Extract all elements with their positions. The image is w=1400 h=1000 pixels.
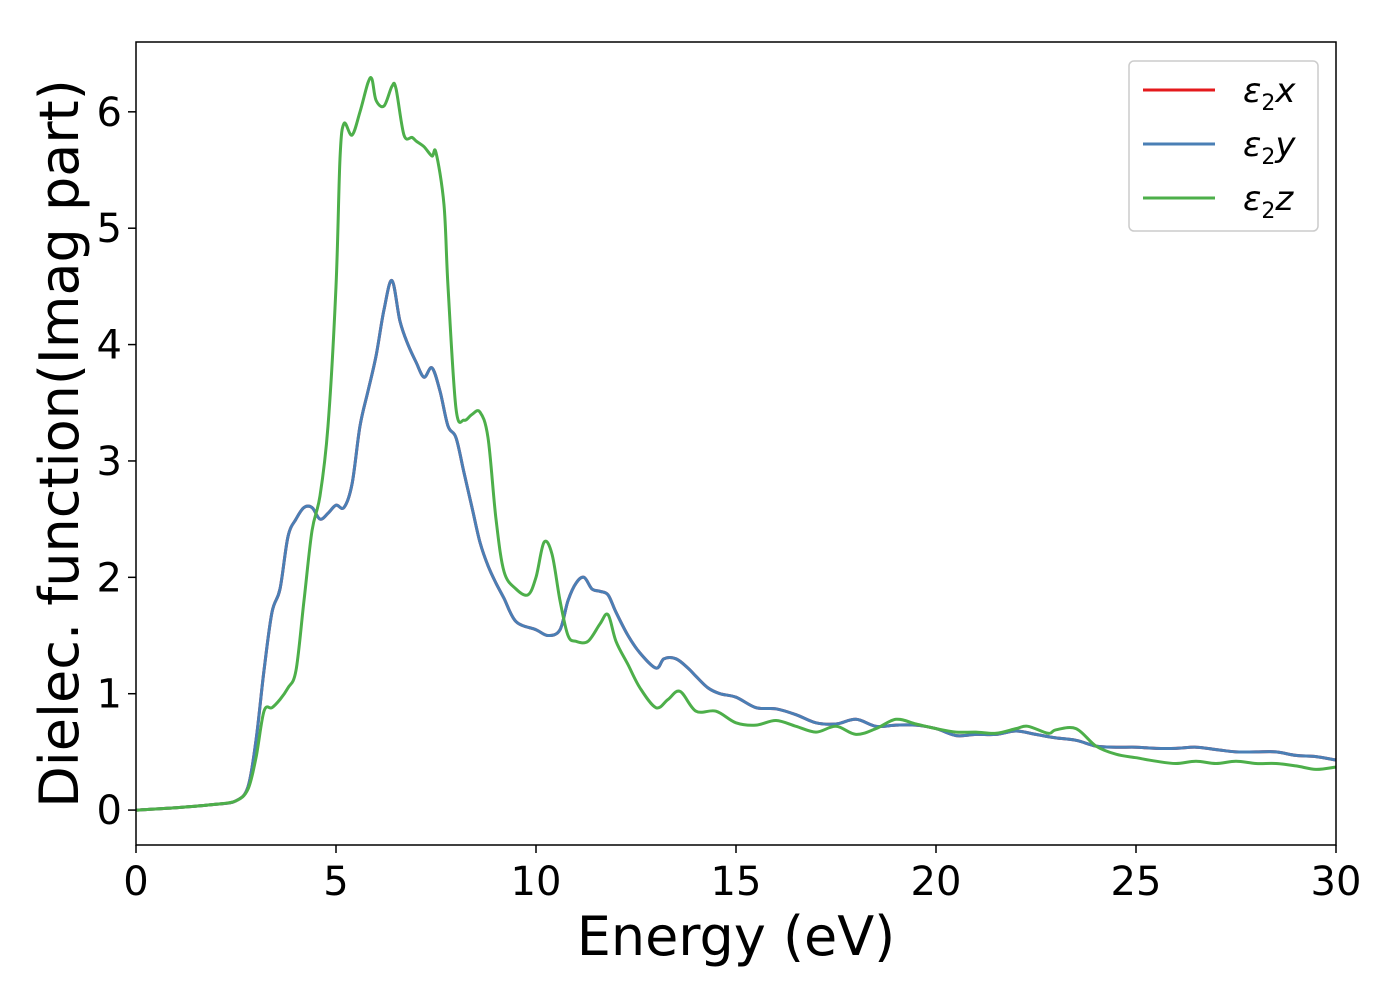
legend-label-z: ε2z	[1243, 179, 1294, 224]
y-tick-label: 5	[97, 206, 122, 252]
legend-label-subscript: 2	[1261, 91, 1275, 116]
y-tick-label: 1	[97, 672, 122, 718]
x-tick-label: 15	[711, 859, 762, 905]
legend-label-x: ε2x	[1243, 71, 1296, 116]
ticks-layer: 0 5 10 15 20 25 30 0 1 2 3 4 5 6	[97, 90, 1362, 905]
legend-label-subscript: 2	[1261, 145, 1275, 170]
legend-label-base: ε	[1243, 125, 1261, 165]
y-tick-label: 3	[97, 439, 122, 485]
legend-label-subscript: 2	[1261, 199, 1275, 224]
series-layer	[135, 76, 1337, 812]
x-tick-label: 0	[123, 859, 148, 905]
y-axis-label: Dielec. function(Imag part)	[28, 79, 91, 808]
series-line-x	[135, 279, 1337, 812]
series-line-y	[135, 279, 1337, 812]
legend-label-base: ε	[1243, 71, 1261, 111]
y-tick-label: 6	[97, 90, 122, 136]
legend-label-base: ε	[1243, 179, 1261, 219]
x-tick-label: 10	[511, 859, 562, 905]
legend-label-suffix: z	[1274, 179, 1294, 219]
x-tick-label: 20	[911, 859, 962, 905]
legend-label-suffix: x	[1274, 71, 1296, 111]
y-tick-label: 0	[97, 788, 122, 834]
legend-label-y: ε2y	[1243, 125, 1296, 170]
legend-box	[1128, 60, 1319, 232]
x-tick-label: 5	[323, 859, 348, 905]
y-tick-label: 2	[97, 555, 122, 601]
x-tick-label: 25	[1111, 859, 1162, 905]
series-line-z	[135, 76, 1337, 812]
x-axis-label: Energy (eV)	[577, 905, 896, 968]
x-tick-label: 30	[1311, 859, 1362, 905]
y-tick-label: 4	[97, 323, 122, 369]
legend-label-suffix: y	[1274, 125, 1296, 165]
